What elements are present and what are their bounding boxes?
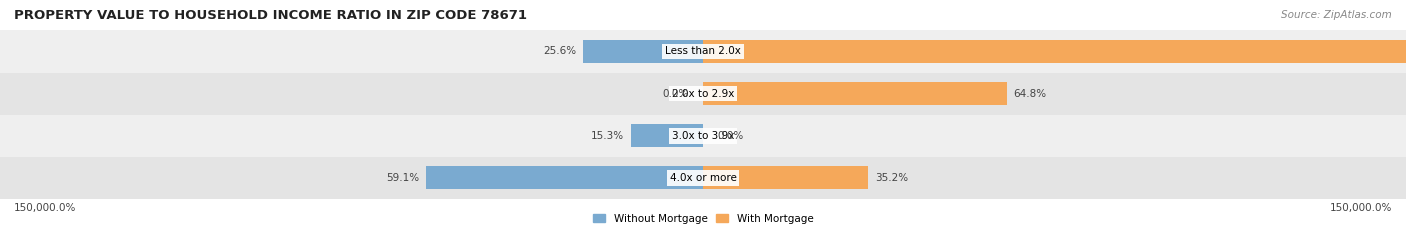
Text: 25.6%: 25.6% [543,47,576,56]
Text: 59.1%: 59.1% [385,173,419,183]
Bar [426,166,703,190]
Text: 15.3%: 15.3% [591,131,624,141]
Text: 64.8%: 64.8% [1014,89,1047,99]
Text: 2.0x to 2.9x: 2.0x to 2.9x [672,89,734,99]
Text: 4.0x or more: 4.0x or more [669,173,737,183]
Bar [703,166,868,190]
Bar [583,40,703,63]
Text: Source: ZipAtlas.com: Source: ZipAtlas.com [1281,10,1392,20]
Bar [631,124,703,147]
Text: 0.0%: 0.0% [717,131,744,141]
Text: 3.0x to 3.9x: 3.0x to 3.9x [672,131,734,141]
Bar [703,82,1007,105]
Text: Less than 2.0x: Less than 2.0x [665,47,741,56]
Legend: Without Mortgage, With Mortgage: Without Mortgage, With Mortgage [589,209,817,228]
Text: 0.0%: 0.0% [662,89,689,99]
Bar [703,40,1406,63]
Text: PROPERTY VALUE TO HOUSEHOLD INCOME RATIO IN ZIP CODE 78671: PROPERTY VALUE TO HOUSEHOLD INCOME RATIO… [14,9,527,22]
Text: 150,000.0%: 150,000.0% [1330,203,1392,213]
Text: 150,000.0%: 150,000.0% [14,203,76,213]
Text: 35.2%: 35.2% [875,173,908,183]
